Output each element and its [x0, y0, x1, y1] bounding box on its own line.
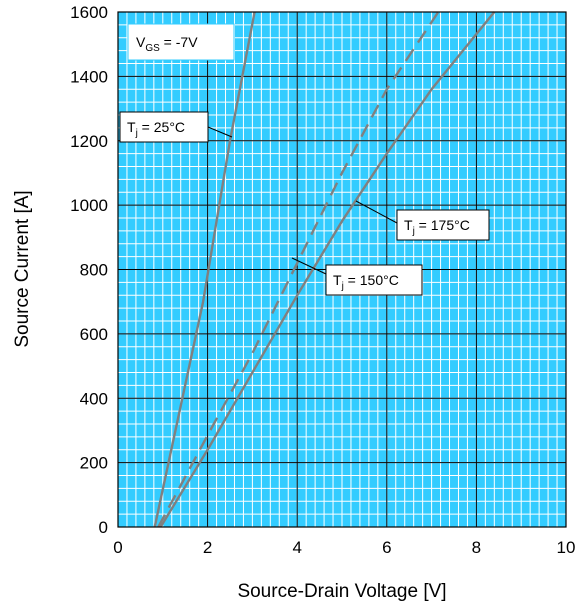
y-tick-label: 0 — [99, 518, 108, 537]
label-tj-25-box — [119, 111, 209, 143]
x-tick-label: 10 — [557, 538, 576, 557]
y-tick-label: 1200 — [70, 132, 108, 151]
y-tick-label: 800 — [80, 261, 108, 280]
label-tj-175-box — [396, 209, 490, 241]
label-tj-25-text: Tj = 25°C — [127, 119, 185, 139]
label-tj-175-text: Tj = 175°C — [404, 217, 470, 237]
y-tick-label: 1600 — [70, 3, 108, 22]
series-line-1 — [153, 11, 256, 528]
y-tick-label: 1000 — [70, 196, 108, 215]
condition-label-box — [127, 23, 235, 61]
series-line-3 — [159, 11, 496, 528]
leader-tj-150 — [291, 257, 327, 275]
y-tick-label: 600 — [80, 325, 108, 344]
x-tick-label: 0 — [113, 538, 122, 557]
y-axis-title: Source Current [A] — [12, 190, 33, 347]
condition-label-text: VGS = -7V — [136, 34, 198, 54]
label-tj-150-text: Tj = 150°C — [333, 272, 399, 292]
y-tick-label: 400 — [80, 389, 108, 408]
leader-tj-25 — [207, 126, 233, 138]
condition-label: VGS = -7V — [127, 23, 235, 61]
x-tick-label: 2 — [203, 538, 212, 557]
annotation-layer: VGS = -7V Tj = 25°C Tj = 175°C Tj = 150°C — [119, 23, 490, 296]
x-axis-ticks: 0 2 4 6 8 10 — [113, 538, 575, 557]
y-tick-label: 200 — [80, 454, 108, 473]
label-tj-150: Tj = 150°C — [325, 264, 423, 296]
series-layer — [153, 11, 496, 528]
y-tick-label: 1400 — [70, 67, 108, 86]
label-tj-25: Tj = 25°C — [119, 111, 209, 143]
x-tick-label: 8 — [472, 538, 481, 557]
label-tj-175: Tj = 175°C — [396, 209, 490, 241]
label-tj-150-box — [325, 264, 423, 296]
plot-frame — [117, 11, 567, 528]
y-axis-ticks: 0 200 400 600 800 1000 1200 1400 1600 — [70, 3, 108, 537]
x-tick-label: 4 — [292, 538, 301, 557]
x-axis-title: Source-Drain Voltage [V] — [237, 581, 446, 602]
series-line-2 — [157, 11, 440, 528]
x-tick-label: 6 — [382, 538, 391, 557]
leader-tj-175 — [355, 200, 398, 224]
